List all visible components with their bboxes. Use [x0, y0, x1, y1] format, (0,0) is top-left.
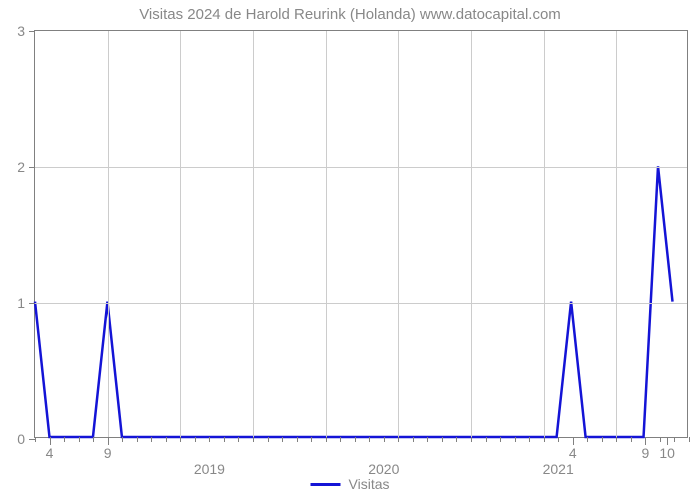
grid-horizontal: [35, 167, 687, 168]
grid-vertical: [544, 31, 545, 437]
x-minor-tick: [253, 437, 254, 442]
x-minor-tick: [340, 437, 341, 442]
x-minor-tick: [631, 437, 632, 442]
x-minor-tick: [689, 437, 690, 442]
grid-vertical: [471, 31, 472, 437]
y-tick-label: 3: [17, 23, 35, 39]
x-minor-tick: [79, 437, 80, 442]
y-tick-label: 1: [17, 295, 35, 311]
legend: Visitas: [311, 476, 390, 492]
x-minor-tick: [515, 437, 516, 442]
grid-vertical: [398, 31, 399, 437]
x-minor-tick: [180, 437, 181, 442]
x-minor-tick: [151, 437, 152, 442]
x-minor-tick: [456, 437, 457, 442]
x-minor-tick: [616, 437, 617, 442]
grid-horizontal: [35, 303, 687, 304]
x-minor-tick: [297, 437, 298, 442]
plot-area: 0123494910201920202021: [34, 30, 688, 438]
data-line: [35, 31, 687, 437]
y-tick-label: 0: [17, 431, 35, 447]
chart-title: Visitas 2024 de Harold Reurink (Holanda)…: [0, 6, 700, 23]
x-tick-label: 9: [641, 437, 649, 461]
x-minor-tick: [137, 437, 138, 442]
x-minor-tick: [93, 437, 94, 442]
x-minor-tick: [238, 437, 239, 442]
x-minor-tick: [587, 437, 588, 442]
x-minor-tick: [282, 437, 283, 442]
x-minor-tick: [529, 437, 530, 442]
x-minor-tick: [326, 437, 327, 442]
grid-vertical: [253, 31, 254, 437]
x-minor-tick: [64, 437, 65, 442]
visits-line-chart: Visitas 2024 de Harold Reurink (Holanda)…: [0, 0, 700, 500]
grid-vertical: [108, 31, 109, 437]
x-minor-tick: [442, 437, 443, 442]
x-minor-tick: [413, 437, 414, 442]
x-year-label: 2021: [543, 437, 574, 477]
x-minor-tick: [471, 437, 472, 442]
x-year-label: 2019: [194, 437, 225, 477]
x-tick-label: 10: [659, 437, 675, 461]
x-minor-tick: [427, 437, 428, 442]
x-minor-tick: [268, 437, 269, 442]
y-tick-label: 2: [17, 159, 35, 175]
x-minor-tick: [166, 437, 167, 442]
x-year-label: 2020: [368, 437, 399, 477]
x-minor-tick: [122, 437, 123, 442]
x-tick-label: 4: [46, 437, 54, 461]
legend-label: Visitas: [349, 476, 390, 492]
x-minor-tick: [602, 437, 603, 442]
grid-vertical: [180, 31, 181, 437]
x-minor-tick: [311, 437, 312, 442]
x-minor-tick: [500, 437, 501, 442]
x-minor-tick: [35, 437, 36, 442]
legend-swatch: [311, 483, 341, 486]
x-minor-tick: [355, 437, 356, 442]
grid-vertical: [616, 31, 617, 437]
grid-vertical: [326, 31, 327, 437]
x-minor-tick: [486, 437, 487, 442]
x-tick-label: 9: [104, 437, 112, 461]
